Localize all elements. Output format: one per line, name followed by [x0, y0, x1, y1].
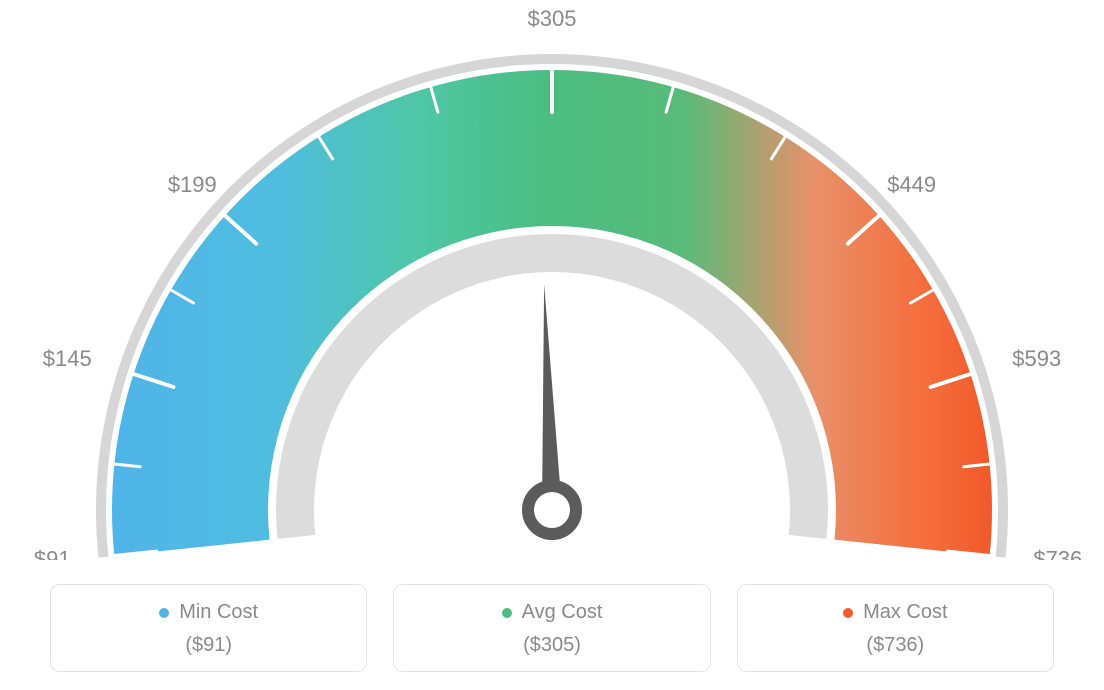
min-cost-value: ($91)	[61, 634, 356, 657]
avg-cost-label: Avg Cost	[522, 601, 603, 624]
min-cost-label: Min Cost	[179, 601, 258, 624]
svg-text:$145: $145	[43, 346, 92, 371]
avg-cost-value: ($305)	[404, 634, 699, 657]
legend-card-avg: Avg Cost ($305)	[393, 584, 710, 672]
legend-card-max: Max Cost ($736)	[737, 584, 1054, 672]
max-dot-icon	[843, 608, 853, 618]
svg-text:$91: $91	[34, 546, 71, 560]
svg-text:$199: $199	[168, 172, 217, 197]
legend-card-min: Min Cost ($91)	[50, 584, 367, 672]
avg-dot-icon	[502, 608, 512, 618]
max-cost-label: Max Cost	[863, 601, 947, 624]
svg-text:$736: $736	[1033, 546, 1082, 560]
svg-text:$449: $449	[887, 172, 936, 197]
svg-text:$593: $593	[1012, 346, 1061, 371]
cost-gauge: $91 $145 $199 $305 $449 $593 $736	[0, 0, 1104, 560]
min-dot-icon	[159, 608, 169, 618]
legend-row: Min Cost ($91) Avg Cost ($305) Max Cost …	[50, 584, 1054, 672]
max-cost-value: ($736)	[748, 634, 1043, 657]
svg-text:$305: $305	[528, 6, 577, 31]
